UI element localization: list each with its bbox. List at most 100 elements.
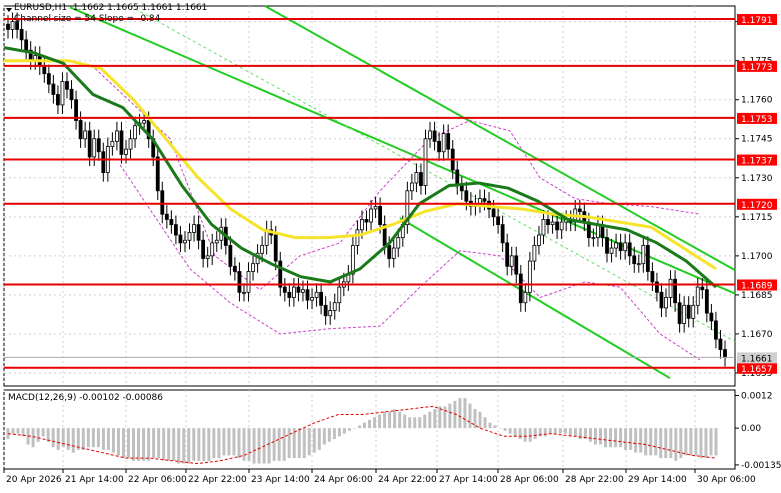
level-label-box (737, 198, 777, 210)
candle-body (169, 219, 174, 226)
macd-histogram-bar (624, 428, 628, 450)
candle-body (282, 286, 287, 293)
candle-body (101, 151, 106, 173)
macd-histogram-bar (342, 428, 346, 434)
candle-body (591, 237, 596, 240)
macd-histogram-bar (413, 417, 417, 429)
macd-histogram-bar (493, 425, 497, 429)
candle-body (332, 302, 337, 311)
macd-histogram-bar (458, 398, 462, 429)
price-panel-frame (3, 5, 736, 387)
macd-histogram-bar (127, 428, 131, 459)
macd-histogram-bar (418, 417, 422, 429)
macd-histogram-bar (287, 428, 291, 459)
macd-histogram-bar (337, 428, 341, 437)
macd-histogram-bar (533, 428, 537, 440)
macd-histogram-bar (709, 428, 713, 456)
macd-histogram-bar (31, 428, 35, 448)
macd-histogram-bar (66, 428, 70, 450)
macd-histogram-bar (16, 428, 20, 434)
candle-body (278, 260, 283, 288)
candle-body (369, 208, 373, 223)
macd-histogram-bar (36, 428, 40, 442)
candle-body (704, 289, 709, 314)
candle-body (414, 172, 419, 184)
macd-histogram-bar (528, 428, 532, 442)
envelope-line-2 (119, 164, 701, 361)
macd-histogram-bar (157, 428, 161, 459)
macd-histogram-bar (167, 428, 171, 461)
macd-histogram-bar (217, 428, 221, 459)
macd-histogram-bar (347, 428, 351, 431)
macd-histogram-bar (498, 428, 502, 429)
macd-histogram-bar (388, 411, 392, 429)
macd-histogram-bar (634, 428, 638, 453)
candle-body (664, 297, 668, 309)
macd-histogram-bar (202, 428, 206, 461)
candle-body (500, 224, 505, 244)
candle-body (695, 286, 700, 306)
level-label-box (737, 362, 777, 374)
macd-histogram-bar (538, 428, 542, 437)
macd-histogram-bar (669, 428, 673, 459)
dropdown-icon (6, 8, 12, 12)
macd-histogram-bar (76, 428, 80, 450)
macd-histogram-bar (423, 414, 427, 429)
candle-body (69, 88, 74, 101)
candle-body (164, 213, 169, 220)
candle-body (60, 81, 65, 106)
candle-body (596, 224, 600, 239)
level-label: 1.1689 (741, 281, 773, 291)
price-tick-label: 1.1685 (741, 291, 773, 301)
macd-histogram-bar (599, 428, 603, 445)
macd-histogram-bar (11, 428, 15, 434)
candle-body (541, 219, 546, 236)
candle-body (673, 278, 677, 304)
time-tick-label: 21 Apr 14:00 (65, 475, 124, 485)
macd-tick-label: -0.00135 (741, 461, 781, 471)
macd-histogram-bar (593, 428, 597, 445)
macd-histogram-bar (86, 428, 90, 448)
candle-body (119, 130, 124, 155)
candle-body (273, 234, 278, 262)
level-label-box (737, 154, 777, 166)
macd-histogram-bar (357, 425, 361, 429)
macd-tick-label: 0.0012 (741, 391, 773, 401)
candle-body (577, 208, 582, 213)
candle-body (550, 221, 555, 226)
candle-body (115, 130, 119, 142)
macd-histogram-bar (609, 428, 613, 448)
candle-body (314, 291, 319, 298)
candle-body (455, 169, 460, 186)
candle-body (650, 271, 655, 283)
level-label-box (737, 279, 777, 291)
macd-histogram-bar (408, 417, 412, 429)
price-tick-label: 1.1655 (741, 369, 773, 379)
candle-body (605, 237, 609, 254)
macd-histogram-bar (393, 409, 397, 429)
candle-body (691, 304, 696, 319)
macd-histogram-bar (558, 428, 562, 434)
candle-body (718, 338, 723, 350)
candle-body (10, 21, 15, 30)
macd-histogram-bar (629, 428, 633, 450)
current-price-box (737, 352, 777, 364)
macd-histogram-bar (106, 428, 110, 450)
candle-body (555, 221, 559, 231)
macd-histogram-bar (523, 428, 527, 442)
macd-histogram-bar (302, 428, 306, 459)
macd-histogram-bar (332, 428, 336, 440)
macd-histogram-bar (639, 428, 643, 453)
macd-histogram-bar (573, 428, 577, 437)
macd-histogram-bar (137, 428, 141, 461)
macd-histogram-bar (96, 428, 100, 448)
candle-body (291, 286, 296, 298)
macd-histogram-bar (182, 428, 186, 464)
candle-body (419, 172, 423, 186)
macd-histogram-bar (488, 422, 492, 429)
candle-body (423, 138, 428, 186)
candle-body (373, 206, 378, 210)
macd-histogram-bar (378, 414, 382, 429)
candle-body (51, 83, 56, 95)
macd-histogram-bar (142, 428, 146, 461)
